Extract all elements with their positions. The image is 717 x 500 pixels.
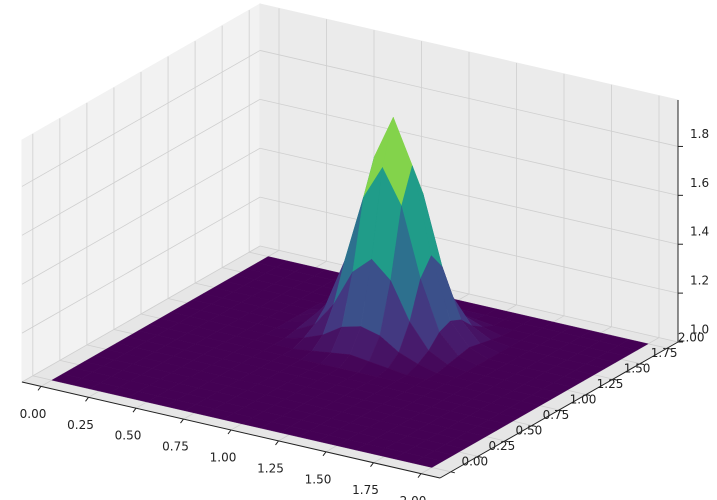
x-tick-label: 0.50 [115, 429, 142, 443]
y-tick-label: 1.50 [624, 362, 651, 376]
z-tick-label: 1.6 [690, 176, 709, 190]
x-tick-label: 1.50 [305, 472, 332, 486]
x-tick [370, 462, 374, 468]
x-tick [132, 407, 137, 413]
x-tick-label: 0.00 [20, 407, 47, 421]
grid-line [21, 245, 261, 383]
x-tick [417, 473, 422, 478]
y-tick-label: 2.00 [678, 331, 705, 345]
y-tick-label: 0.50 [516, 423, 543, 437]
y-tick-label: 1.00 [570, 393, 597, 407]
z-tick-label: 1.0 [690, 323, 709, 337]
grid-line [21, 50, 261, 187]
x-tick [322, 451, 327, 457]
grid-line [21, 98, 261, 236]
y-tick-label: 0.75 [543, 408, 570, 422]
grid-line [259, 98, 679, 196]
grid-line [259, 50, 679, 147]
x-tick [180, 418, 184, 424]
y-axis [439, 341, 679, 479]
x-tick [85, 396, 89, 402]
x-tick [37, 386, 42, 391]
x-tick [275, 440, 279, 446]
z-tick-label: 1.2 [690, 274, 709, 288]
x-tick-label: 0.75 [162, 440, 189, 454]
grid-line [259, 245, 679, 343]
z-tick-label: 1.8 [690, 127, 709, 141]
x-axis [21, 381, 441, 479]
y-tick-label: 1.75 [651, 346, 678, 360]
x-tick-label: 1.25 [257, 461, 284, 475]
grid-line [21, 196, 261, 334]
grid-line [259, 196, 679, 294]
grid-line [21, 147, 261, 285]
x-tick-label: 1.75 [352, 483, 379, 497]
y-tick-label: 1.25 [597, 377, 624, 391]
z-tick-label: 1.4 [690, 225, 709, 239]
y-tick-label: 0.25 [489, 439, 516, 453]
y-tick-label: 0.00 [461, 454, 488, 468]
grid-line [259, 147, 679, 245]
x-tick-label: 0.25 [67, 418, 94, 432]
x-tick-label: 2.00 [400, 494, 427, 500]
x-tick [227, 429, 232, 435]
surface-patch [412, 456, 443, 468]
x-tick-label: 1.00 [210, 451, 237, 465]
